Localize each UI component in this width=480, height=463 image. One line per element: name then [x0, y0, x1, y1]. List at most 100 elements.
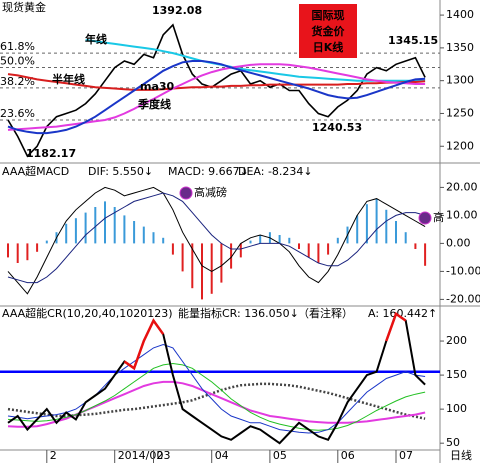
signal-label: 高 [433, 210, 444, 224]
macd-bar [317, 243, 320, 263]
price-line [7, 23, 426, 158]
macd-bar [220, 243, 223, 283]
x-tick-label: 2014/02 [118, 449, 164, 462]
macd-bar [104, 201, 106, 244]
cr-highlight [123, 318, 165, 371]
ma-label: 季度线 [137, 97, 171, 111]
macd-line [7, 192, 426, 284]
macd-bar [424, 243, 427, 266]
y-tick-label: -10.00 [446, 264, 480, 277]
readout: DIF: 5.550↓ [88, 165, 153, 178]
x-unit: 日线 [450, 448, 472, 462]
macd-bar [74, 218, 77, 244]
macd-bar [26, 243, 29, 261]
badge-text: 国际现 [312, 8, 345, 22]
y-tick-label: 150 [446, 368, 467, 381]
badge-text: 货金价 [311, 24, 346, 38]
instrument-name: 现货黄金 [2, 0, 46, 14]
macd-bar [113, 207, 116, 244]
macd-bar [84, 212, 87, 244]
macd-bar [307, 243, 310, 258]
macd-bar [327, 243, 330, 255]
cr-highlight [385, 311, 407, 342]
x-tick-label: 03 [157, 449, 171, 462]
fib-label: 61.8% [0, 40, 35, 53]
macd-bar [45, 240, 48, 244]
macd-line [7, 186, 426, 295]
cr-ma-line [7, 362, 426, 431]
readout: 能量指标CR: 136.050↓ [178, 306, 299, 320]
signal-marker [418, 211, 432, 225]
panel-title: AAA超能CR(10,20,40,1020123) [2, 306, 173, 320]
y-tick-label: 1250 [446, 106, 474, 119]
price-label: 1392.08 [152, 4, 202, 17]
price-label: 1345.15 [388, 34, 438, 47]
ma-label: 年线 [85, 32, 107, 46]
ma-line [85, 39, 426, 82]
cr-ma-line [7, 343, 426, 434]
macd-bar [171, 243, 174, 255]
cr-line [7, 312, 426, 445]
readout: MACD: 9.667↓ [168, 165, 249, 178]
y-tick-label: 20.00 [446, 180, 478, 193]
y-tick-label: 50 [446, 436, 460, 449]
macd-bar [210, 243, 213, 294]
y-tick-label: 10.00 [446, 208, 478, 221]
readout: DEA: -8.234↓ [238, 165, 313, 178]
macd-bar [201, 243, 203, 300]
macd-bar [239, 243, 242, 258]
y-tick-label: 1400 [446, 8, 474, 21]
fib-label: 23.6% [0, 107, 35, 120]
badge-text: 日K线 [313, 40, 344, 54]
price-label: 1240.53 [312, 121, 362, 134]
macd-bar [259, 235, 262, 244]
ma-line [7, 73, 426, 91]
ma-line [7, 63, 426, 131]
y-tick-label: 1300 [446, 74, 474, 87]
macd-bar [65, 223, 68, 244]
macd-bar [94, 207, 97, 244]
x-tick-label: 04 [215, 449, 229, 462]
readout: （看注释） [298, 306, 353, 320]
macd-bar [288, 237, 291, 244]
y-tick-label: -20.00 [446, 292, 480, 305]
macd-bar [142, 226, 145, 244]
macd-bar [133, 221, 136, 244]
ma-line [7, 60, 426, 135]
macd-bar [249, 240, 252, 244]
macd-bar [16, 243, 19, 263]
x-tick-label: 06 [341, 449, 355, 462]
y-tick-label: 0.00 [446, 236, 471, 249]
y-tick-label: 1200 [446, 139, 474, 152]
macd-bar [191, 243, 194, 289]
signal-marker [179, 186, 193, 200]
macd-bar [356, 215, 359, 244]
x-tick-label: 07 [399, 449, 413, 462]
x-tick-label: 05 [273, 449, 287, 462]
y-tick-label: 200 [446, 334, 467, 347]
signal-label: 高减磅 [194, 185, 227, 199]
price-label: 1182.17 [26, 147, 76, 160]
macd-bar [123, 215, 126, 244]
macd-bar [181, 243, 184, 272]
macd-bar [162, 237, 165, 244]
badge [299, 4, 357, 58]
macd-bar [395, 221, 397, 244]
ma-label: 半年线 [52, 72, 85, 86]
macd-bar [414, 243, 417, 249]
y-tick-label: 100 [446, 402, 467, 415]
macd-bar [230, 243, 233, 269]
y-tick-label: 1350 [446, 41, 474, 54]
cr-ma-line [7, 382, 426, 420]
macd-bar [298, 243, 300, 249]
x-tick-label: 2 [50, 449, 57, 462]
readout: A: 160.442↑ [368, 307, 437, 320]
macd-bar [278, 235, 281, 244]
macd-bar [375, 198, 378, 244]
macd-bar [385, 209, 388, 244]
macd-bar [36, 243, 39, 252]
macd-bar [336, 237, 339, 244]
macd-bar [404, 232, 407, 244]
